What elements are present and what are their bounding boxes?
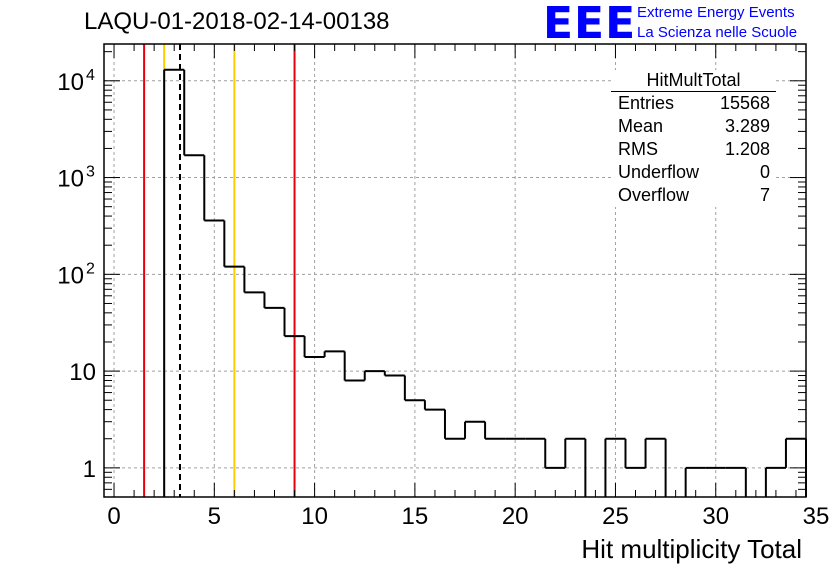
stats-value: 7 [759,185,770,205]
stats-row-mean: Mean 3.289 [611,115,776,138]
y-tick-exponent: 4 [86,67,95,84]
histogram-bin [383,371,405,377]
stats-label: RMS [618,139,658,159]
histogram-bin [644,437,666,468]
y-tick-label: 10 [57,166,84,193]
histogram-bin [544,438,566,469]
histogram-bin [263,292,285,309]
histogram-bin [784,437,806,468]
x-axis-label: Hit multiplicity Total [581,534,802,564]
histogram-bin [303,336,325,358]
x-tick-label: 5 [208,503,221,530]
logo-caption: Extreme Energy Events La Scienza nelle S… [637,3,797,43]
y-tick-label: 10 [57,262,84,289]
x-tick-label: 15 [402,503,429,530]
y-tick-label: 10 [57,69,84,96]
x-tick-label: 10 [301,503,328,530]
histogram-bin [764,466,786,497]
y-tick-label: 1 [83,456,96,483]
histogram-bin [163,68,185,497]
histogram-bin [183,69,205,157]
stats-value: 1.208 [724,139,770,159]
stats-row-overflow: Overflow 7 [611,184,776,207]
stats-label: Entries [618,93,675,113]
logo-caption-line-1: Extreme Energy Events [637,4,795,21]
x-tick-label: 30 [702,503,729,530]
stats-value: 0 [759,162,770,182]
histogram-bin [223,220,245,268]
stats-row-rms: RMS 1.208 [611,138,776,161]
histogram-bin [564,437,586,468]
chart-title: LAQU-01-2018-02-14-00138 [84,8,390,35]
stats-label: Mean [618,116,664,136]
y-tick-exponent: 2 [86,260,95,277]
x-tick-label: 20 [502,503,529,530]
y-tick-exponent: 3 [86,164,95,181]
histogram-bin [604,437,626,497]
histogram-bin [343,351,365,382]
stats-label: Underflow [618,162,700,182]
stats-value: 15568 [719,93,770,113]
histogram-series [163,68,807,497]
histogram-bin [464,420,486,439]
logo-caption-line-2: La Scienza nelle Scuole [637,24,798,41]
stats-label: Overflow [618,185,690,205]
x-tick-label: 0 [107,503,120,530]
y-tick-label: 10 [69,359,96,386]
x-tick-label: 35 [803,503,830,530]
x-axis: 0 5 10 15 20 25 30 35 [107,44,829,530]
histogram-bin [243,266,265,294]
histogram-bin [323,350,345,357]
stats-value: 3.289 [724,116,770,136]
histogram-bin [203,155,225,222]
histogram-bin [403,375,425,402]
stats-row-underflow: Underflow 0 [611,161,776,184]
stats-row-entries: Entries 15568 [611,92,776,115]
reference-lines [143,44,296,497]
histogram-bin [363,370,385,381]
histogram-bin [684,466,706,497]
histogram-bin [484,421,506,440]
histogram-bin [443,409,466,440]
histogram-bin [423,400,445,411]
x-tick-label: 25 [602,503,629,530]
histogram-bin [283,307,305,338]
stats-title: HitMultTotal [611,70,776,92]
histogram-bin [624,438,646,469]
stats-box: HitMultTotal Entries 15568 Mean 3.289 RM… [611,70,776,207]
eee-logo: EEE [543,0,637,49]
